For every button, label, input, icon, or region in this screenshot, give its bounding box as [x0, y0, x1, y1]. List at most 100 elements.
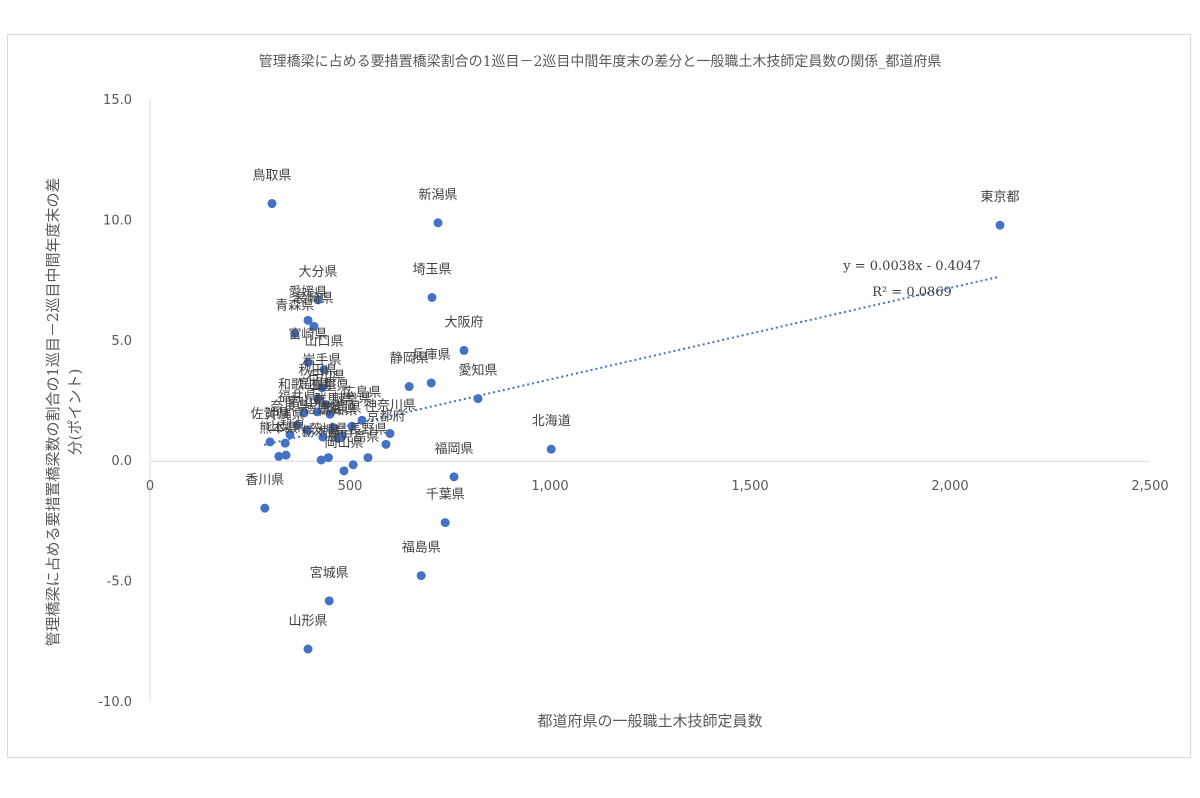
point-label: 栃木県 — [302, 425, 341, 440]
point-label: 石川県 — [306, 370, 345, 385]
point-label: 埼玉県 — [412, 262, 451, 277]
y-tick-label: 0.0 — [111, 454, 132, 469]
point-label: 神奈川県 — [364, 399, 416, 414]
chart-title: 管理橋梁に占める要措置橋梁割合の1巡目－2巡目中間年度末の差分と一般職土木技師定… — [259, 53, 942, 70]
point-label: 山形県 — [288, 614, 327, 629]
data-point — [292, 420, 302, 430]
data-point — [449, 472, 459, 482]
x-tick-label: 500 — [338, 479, 363, 494]
data-point — [995, 220, 1005, 230]
point-label: 福島県 — [402, 541, 441, 556]
x-tick-label: 0 — [146, 479, 154, 494]
data-point — [303, 315, 313, 325]
data-point — [280, 438, 290, 448]
point-label: 和歌山県 — [278, 378, 330, 393]
data-point — [433, 218, 443, 228]
data-point — [347, 421, 357, 431]
point-label: 福井県 — [278, 390, 317, 405]
data-point — [473, 394, 483, 404]
point-label: 宮崎県 — [288, 326, 327, 342]
point-label: 香川県 — [245, 473, 284, 488]
data-point — [319, 365, 329, 375]
data-point — [416, 571, 426, 581]
data-point — [339, 466, 349, 476]
point-label: 京都府 — [366, 409, 405, 424]
point-label: 大分県 — [298, 265, 337, 280]
tick-labels: 15.0 10.0 5.0 0.0 -5.0 -10.0 0 500 1,000 1,500 2,0… — [98, 93, 1168, 710]
data-point — [313, 394, 323, 404]
point-label: 滋賀県 — [322, 401, 361, 416]
point-label: 新潟県 — [418, 187, 457, 203]
data-point — [265, 437, 275, 447]
data-point — [321, 400, 331, 410]
point-label: 青森県 — [275, 299, 314, 314]
data-point — [323, 453, 333, 463]
data-point — [267, 199, 277, 209]
data-point — [260, 503, 270, 513]
point-label: 静岡県 — [390, 352, 429, 367]
data-point — [285, 430, 295, 440]
point-label: 愛媛県 — [288, 285, 327, 300]
data-point — [313, 295, 323, 305]
data-point — [274, 451, 284, 461]
x-tick-label: 2,500 — [1131, 479, 1168, 494]
data-point — [440, 518, 450, 528]
point-label: 長崎県 — [294, 291, 333, 306]
data-point — [317, 383, 327, 393]
y-axis-label: 管理橋梁に占める要措置橋梁数の割合の1巡目－2巡目中間年度末の差 分(ポイント) — [44, 177, 84, 646]
point-label: 岐阜県 — [332, 390, 371, 406]
data-point — [427, 292, 437, 302]
y-tick-label: -10.0 — [98, 695, 132, 710]
data-point — [312, 407, 322, 417]
point-label: 愛知県 — [458, 363, 497, 379]
point-label: 奈良県 — [270, 399, 309, 415]
data-point — [303, 357, 313, 367]
point-label: 群馬県 — [314, 392, 353, 407]
trendline — [263, 275, 1001, 446]
x-tick-label: 2,000 — [931, 479, 968, 494]
point-label: 東京都 — [980, 189, 1019, 205]
point-label: 島根県 — [298, 377, 337, 392]
data-point — [309, 321, 319, 331]
data-point — [404, 382, 414, 392]
data-point — [290, 329, 300, 339]
data-point — [318, 432, 328, 442]
y-tick-label: 5.0 — [111, 334, 132, 349]
data-point — [299, 408, 309, 418]
point-label: 山梨県 — [266, 420, 305, 435]
y-tick-label: 15.0 — [103, 93, 132, 108]
data-point — [325, 409, 335, 419]
point-label: 沖縄県 — [266, 408, 305, 423]
y-tick-label: -5.0 — [107, 575, 132, 590]
data-point — [302, 425, 312, 435]
point-label: 三重県 — [310, 378, 349, 394]
point-label: 兵庫県 — [412, 348, 451, 363]
point-label: 長野県 — [348, 423, 387, 438]
data-point — [426, 378, 436, 388]
data-point — [324, 596, 334, 606]
data-point — [385, 429, 395, 439]
point-label: 熊本県 — [259, 420, 298, 436]
x-axis-label: 都道府県の一般職土木技師定員数 — [537, 712, 762, 730]
x-tick-label: 1,500 — [731, 479, 768, 494]
data-point — [459, 345, 469, 355]
trendline-line — [263, 275, 1001, 446]
point-label: 徳島県 — [303, 402, 342, 417]
data-points — [260, 199, 1005, 654]
chart-frame — [7, 34, 1191, 758]
point-label: 大阪府 — [444, 315, 483, 330]
point-label: 鳥取県 — [252, 169, 291, 184]
point-label: 福岡県 — [434, 442, 473, 457]
point-label: 宮城県 — [310, 565, 349, 581]
point-label: 鹿児島県 — [327, 429, 379, 445]
point-label: 山口県 — [304, 335, 343, 350]
data-point — [281, 450, 291, 460]
point-label: 高知県 — [318, 402, 357, 418]
data-point — [328, 422, 338, 432]
point-label: 岡山県 — [324, 436, 363, 451]
point-label: 富山県 — [287, 394, 326, 410]
data-point — [348, 460, 358, 470]
data-point — [546, 444, 556, 454]
